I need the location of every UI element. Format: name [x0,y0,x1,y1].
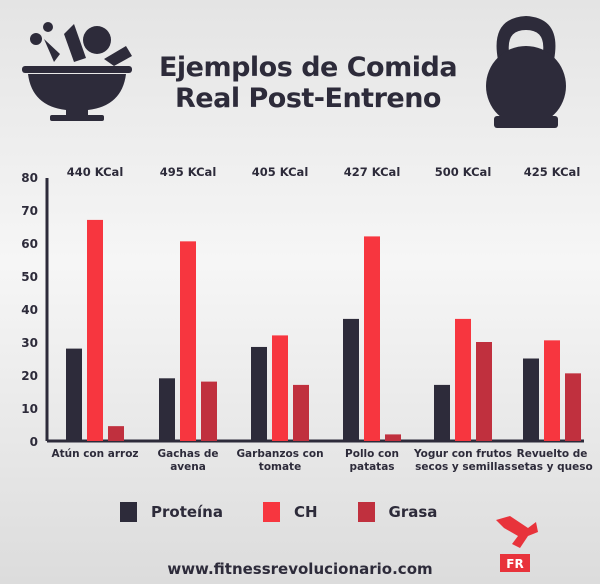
fitness-revolucionario-logo: FR [496,516,538,572]
y-tick-label: 20 [21,369,38,383]
y-tick-label: 30 [21,336,38,350]
bar-ch-4 [455,318,471,441]
y-tick-label: 0 [30,435,38,449]
svg-text:FR: FR [506,557,523,571]
x-category-label: tomate [259,461,301,473]
bar-proteina-0 [66,348,82,441]
x-category-label: Pollo con [345,448,399,460]
y-tick-label: 80 [21,171,38,185]
bar-ch-1 [180,241,196,441]
y-tick-label: 50 [21,270,38,284]
x-category-label: Atún con arroz [51,448,138,460]
bar-proteina-2 [251,346,267,441]
legend-swatch-proteina [120,502,137,522]
title-line-1: Ejemplos de Comida [158,52,458,83]
bar-grasa-5 [565,373,581,441]
chart-legend: Proteína CH Grasa [120,502,437,522]
bar-grasa-4 [476,342,492,441]
kcal-annotation: 405 KCal [252,165,309,179]
kcal-annotation: 495 KCal [160,165,217,179]
bar-ch-3 [364,236,380,441]
x-category-label: setas y queso [511,461,592,473]
macronutrient-bar-chart: 0 10 20 30 40 50 60 70 80 440 KCal Atún con arroz 4… [21,165,592,473]
kcal-annotation: 425 KCal [524,165,581,179]
bar-proteina-5 [523,358,539,441]
x-category-label: Gachas de [157,448,218,460]
x-category-label: avena [170,461,206,473]
page-title: Ejemplos de Comida Real Post-Entreno [138,52,478,114]
legend-swatch-grasa [357,502,375,522]
bar-ch-5 [544,340,560,441]
x-category-label: Garbanzos con [236,448,323,460]
bar-grasa-2 [293,384,309,441]
bar-ch-0 [87,219,103,441]
kettlebell-icon [486,16,566,128]
kcal-annotation: 427 KCal [344,165,401,179]
x-category-label: patatas [349,461,394,473]
legend-item-proteina: Proteína [120,502,223,522]
legend-label-grasa: Grasa [388,503,438,521]
bar-grasa-0 [108,426,124,441]
kcal-annotation: 500 KCal [435,165,492,179]
bar-proteina-3 [343,318,359,441]
y-tick-label: 10 [21,402,38,416]
bar-proteina-1 [159,378,175,441]
legend-label-ch: CH [293,503,318,521]
legend-label-proteina: Proteína [151,503,223,521]
food-bowl-icon [22,22,132,121]
x-category-label: Yogur con frutos [413,448,512,460]
kcal-annotation: 440 KCal [67,165,124,179]
title-line-2: Real Post-Entreno [175,83,441,114]
legend-item-ch: CH [262,502,318,522]
legend-item-grasa: Grasa [357,502,438,522]
footer-url[interactable]: www.fitnessrevolucionario.com [167,560,433,578]
legend-swatch-ch [262,502,280,522]
y-tick-label: 60 [21,237,38,251]
x-category-label: Revuelto de [517,448,588,460]
bar-grasa-3 [385,434,401,441]
y-tick-label: 40 [21,303,38,317]
y-tick-label: 70 [21,204,38,218]
bar-ch-2 [272,335,288,441]
bar-proteina-4 [434,384,450,441]
bar-grasa-1 [201,381,217,441]
x-category-label: secos y semillas [415,461,511,473]
